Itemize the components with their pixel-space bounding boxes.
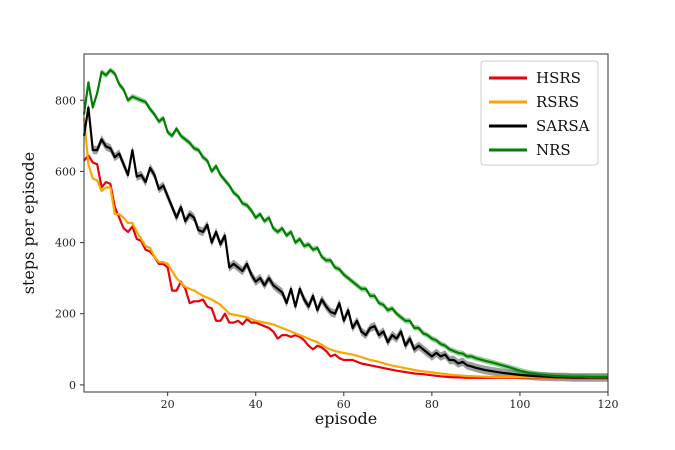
hsrs-line	[83, 154, 608, 379]
y-tick-label: 200	[55, 308, 76, 321]
y-tick-label: 0	[69, 379, 76, 392]
series-lines	[82, 68, 608, 379]
sarsa-legend-label: SARSA	[536, 117, 590, 135]
nrs-legend-label: NRS	[536, 141, 571, 159]
x-tick-label: 20	[161, 398, 175, 411]
rsrs-line	[82, 117, 608, 379]
x-axis-label: episode	[315, 409, 377, 428]
rsrs-legend-label: RSRS	[536, 93, 579, 111]
x-tick-label: 100	[509, 398, 530, 411]
y-axis: 0 200 400 600 800	[55, 94, 84, 392]
x-tick-label: 40	[249, 398, 263, 411]
x-axis: 20 40 60 80 100 120	[161, 392, 619, 411]
x-tick-label: 80	[425, 398, 439, 411]
y-tick-label: 800	[55, 94, 76, 107]
hsrs-legend-label: HSRS	[536, 69, 581, 87]
nrs-line	[82, 68, 608, 379]
y-axis-label: steps per episode	[19, 152, 38, 294]
plot-frame	[83, 53, 609, 393]
sarsa-line	[82, 106, 608, 379]
legend-box	[480, 60, 599, 166]
y-tick-label: 400	[55, 237, 76, 250]
legend: HSRS RSRS SARSA NRS	[480, 60, 599, 166]
y-tick-label: 600	[55, 165, 76, 178]
x-tick-label: 120	[598, 398, 619, 411]
x-tick-label: 60	[337, 398, 351, 411]
